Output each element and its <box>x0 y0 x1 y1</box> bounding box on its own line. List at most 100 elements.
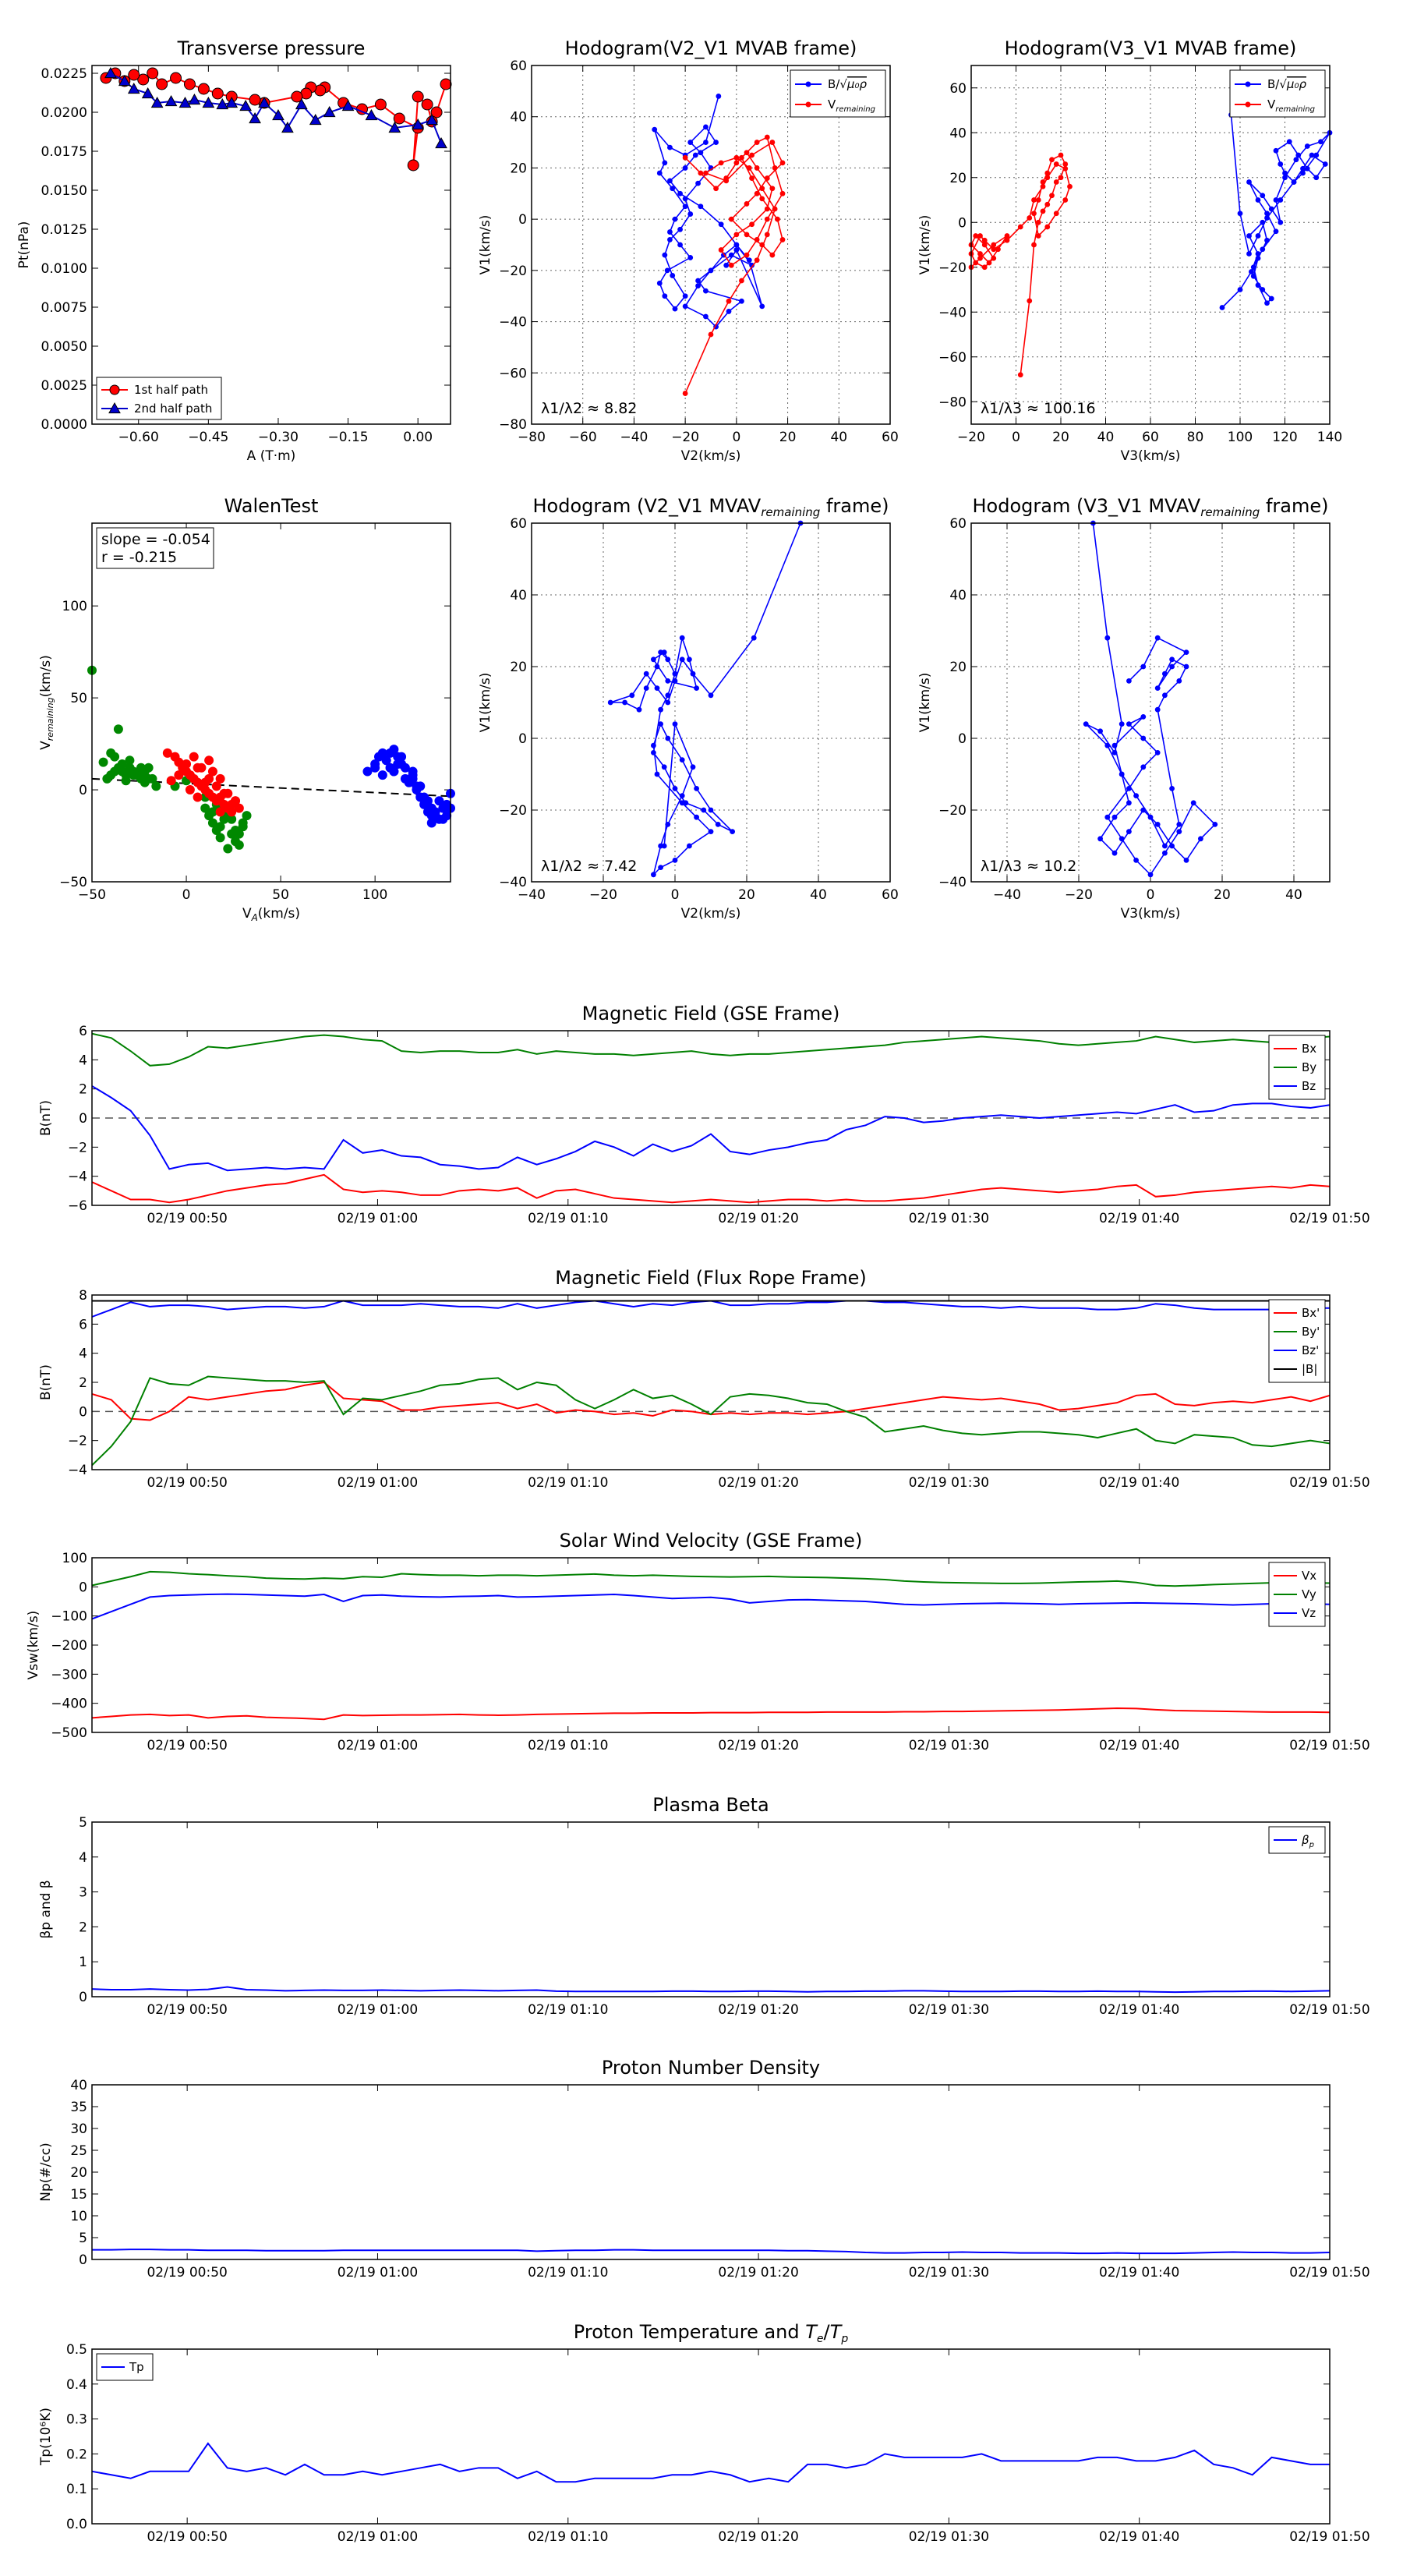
y-axis-label: B(nT) <box>38 1100 54 1136</box>
legend-label-part: β <box>1301 1833 1309 1847</box>
x-tick-label: 0 <box>182 887 191 903</box>
data-point <box>661 843 667 849</box>
data-point <box>662 160 668 166</box>
y-tick-label: 60 <box>510 516 527 532</box>
data-point <box>651 742 656 748</box>
data-point <box>744 201 750 207</box>
legend: Vx Vy Vz <box>1268 1562 1326 1627</box>
x-tick-label: 100 <box>1228 430 1253 445</box>
x-tick-label: 40 <box>1097 430 1115 445</box>
x-tick-label: 02/19 00:50 <box>147 2002 227 2018</box>
legend-marker <box>1245 81 1251 87</box>
data-point <box>1260 193 1266 199</box>
data-point <box>718 247 724 253</box>
data-point <box>197 83 210 95</box>
legend-label-subscript: remaining <box>1275 105 1315 114</box>
data-point <box>1017 224 1023 230</box>
data-point <box>295 97 308 110</box>
data-point <box>677 190 683 196</box>
data-point <box>1154 750 1161 755</box>
data-point <box>629 692 635 699</box>
data-point <box>1111 750 1118 755</box>
data-point <box>1133 793 1139 798</box>
y-tick-label: 4 <box>79 1850 87 1866</box>
data-point <box>733 160 740 166</box>
y-tick-label: 20 <box>510 161 527 176</box>
x-tick-label: 02/19 00:50 <box>147 1475 227 1491</box>
data-point <box>716 94 722 99</box>
series-blue <box>1083 520 1218 878</box>
data-point <box>1237 211 1243 217</box>
data-point <box>754 190 760 196</box>
data-point <box>1291 179 1297 185</box>
data-point <box>687 843 692 849</box>
data-point <box>1248 269 1254 274</box>
y-axis-label-part: V <box>38 741 54 750</box>
data-point <box>726 309 732 314</box>
series-line <box>970 154 1071 375</box>
y-tick-label: −20 <box>938 260 967 276</box>
data-point <box>1126 800 1132 806</box>
data-point <box>204 755 214 766</box>
data-point <box>651 872 656 878</box>
y-tick-label: 0.5 <box>66 2342 87 2358</box>
data-point <box>281 121 294 133</box>
x-axis-label: V2(km/s) <box>681 906 741 922</box>
fit-line <box>91 777 451 798</box>
y-axis-label: Vsw(km/s) <box>26 1611 41 1680</box>
plot-content <box>652 94 786 396</box>
x-tick-label: −20 <box>589 887 617 903</box>
x-tick-label: 140 <box>1317 430 1342 445</box>
y-tick-label: −400 <box>51 1697 87 1712</box>
data-point <box>1027 215 1033 221</box>
data-point <box>692 152 698 158</box>
x-tick-label: 02/19 01:10 <box>528 1738 608 1753</box>
data-point <box>701 807 707 813</box>
data-point <box>665 656 671 663</box>
x-tick-label: 02/19 01:30 <box>909 2529 989 2545</box>
data-point <box>654 685 660 691</box>
data-point <box>408 766 418 777</box>
data-point <box>200 777 210 787</box>
data-point <box>1162 850 1168 856</box>
data-point <box>667 144 673 150</box>
x-tick-label: 02/19 01:10 <box>528 1211 608 1226</box>
x-tick-label: 02/19 01:30 <box>909 1738 989 1753</box>
data-point <box>682 391 688 396</box>
data-point <box>1126 786 1132 791</box>
data-point <box>746 165 752 171</box>
data-point <box>769 186 776 192</box>
chart-title: Hodogram (V3_V1 MVAVremaining frame) <box>973 495 1329 519</box>
y-tick-label: 0 <box>79 783 87 798</box>
series-line-by <box>91 1032 1331 1067</box>
data-point <box>672 216 678 222</box>
chart-h1: Hodogram(V2_V1 MVAB frame) −80 −60 −40 −20 0 2… <box>478 37 899 464</box>
data-point <box>973 233 979 239</box>
data-point <box>143 763 154 773</box>
data-point <box>670 186 676 192</box>
data-point <box>223 788 233 798</box>
y-tick-label: 20 <box>510 660 527 675</box>
plot-content <box>91 1570 1331 1721</box>
data-point <box>127 82 140 94</box>
data-point <box>1111 742 1118 748</box>
plot-content <box>91 1032 1331 1204</box>
data-point <box>137 73 150 86</box>
series-b-0- <box>652 94 765 330</box>
plot-content <box>1083 520 1218 878</box>
y-tick-label: −500 <box>51 1725 87 1741</box>
data-point <box>1293 157 1299 163</box>
data-point <box>108 402 121 414</box>
series-line <box>684 136 783 394</box>
chart-title: Hodogram(V2_V1 MVAB frame) <box>565 37 857 59</box>
data-point <box>393 112 405 125</box>
y-tick-label: −80 <box>938 395 967 410</box>
x-tick-label: 120 <box>1272 430 1297 445</box>
plot-frame <box>531 65 891 425</box>
data-point <box>764 216 770 222</box>
y-tick-label: 1 <box>79 1955 87 1970</box>
legend-label: By' <box>1302 1325 1320 1339</box>
data-point <box>779 190 786 196</box>
data-point <box>651 750 656 755</box>
x-tick-label: 0 <box>671 887 680 903</box>
